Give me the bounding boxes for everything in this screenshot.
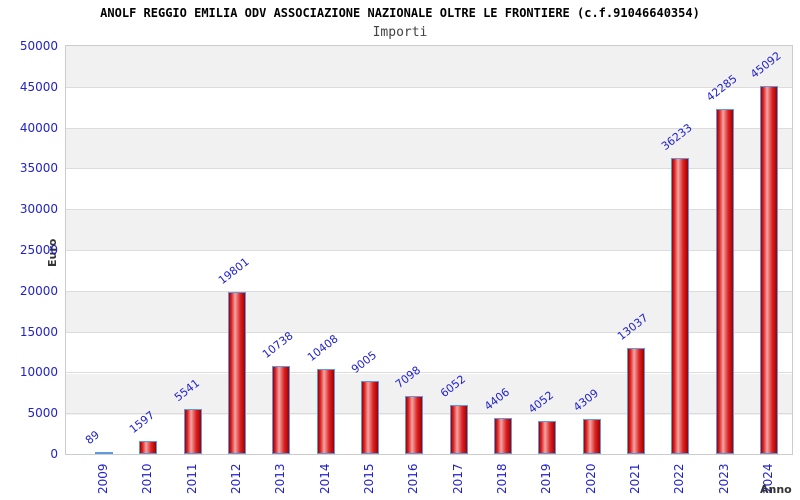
gridline <box>66 331 792 333</box>
gridline <box>66 413 792 415</box>
bar-value-label: 6052 <box>437 372 468 400</box>
y-tick-label: 25000 <box>19 243 58 257</box>
x-tick-label: 2015 <box>361 463 376 494</box>
plot-area: 89 1597 5541 19801 10738 10408 9005 7098 6052 440… <box>65 45 793 455</box>
bar <box>227 292 246 454</box>
y-tick-label: 0 <box>50 447 58 461</box>
chart-subtitle: Importi <box>372 25 428 40</box>
bar <box>538 420 557 454</box>
x-tick-label: 2010 <box>140 463 155 494</box>
x-tick-label: 2012 <box>228 463 243 494</box>
gridline <box>66 209 792 211</box>
bar <box>715 108 734 454</box>
x-tick-label: 2021 <box>627 463 642 494</box>
bar-value-label: 42285 <box>703 72 740 104</box>
y-tick-label: 10000 <box>19 365 58 380</box>
y-tick-label: 30000 <box>19 202 58 217</box>
x-tick-label: 2016 <box>406 463 421 494</box>
x-tick-label: 2022 <box>672 463 687 494</box>
bar-value-label: 10738 <box>260 329 296 362</box>
bar <box>671 158 690 454</box>
x-tick-label: 2009 <box>96 463 110 494</box>
y-tick-label: 5000 <box>27 406 58 421</box>
bar <box>360 380 379 454</box>
y-tick-label: 35000 <box>19 161 58 176</box>
gridline <box>66 372 792 374</box>
x-tick-label: 2011 <box>184 463 199 494</box>
bar <box>582 418 601 454</box>
y-tick-label: 20000 <box>19 283 58 298</box>
x-tick-label: 2013 <box>273 463 288 494</box>
bar <box>316 369 335 454</box>
bar-value-label: 5541 <box>171 376 202 404</box>
x-tick-label: 2020 <box>583 463 598 494</box>
bar-value-label: 4309 <box>570 386 601 414</box>
gridline <box>66 86 792 88</box>
x-tick-label: 2023 <box>716 463 731 494</box>
gridline <box>66 168 792 170</box>
gridline <box>66 250 792 251</box>
bar <box>759 86 778 454</box>
gridline <box>66 290 792 292</box>
chart-title: ANOLF REGGIO EMILIA ODV ASSOCIAZIONE NAZ… <box>100 6 700 20</box>
bar-value-label: 4406 <box>481 385 513 414</box>
bar <box>139 440 158 454</box>
bar <box>405 396 424 454</box>
bar-value-label: 7098 <box>393 363 424 392</box>
x-tick-label: 2018 <box>494 463 509 494</box>
x-tick-label: 2017 <box>450 463 465 494</box>
bar <box>626 347 645 454</box>
bar-value-label: 45092 <box>747 49 784 82</box>
y-tick-label: 45000 <box>19 79 58 94</box>
bar <box>272 366 291 454</box>
bar <box>449 404 468 454</box>
bar <box>183 408 202 454</box>
bar-value-label: 36233 <box>659 121 695 154</box>
gridline <box>66 127 792 129</box>
x-tick-label: 2014 <box>317 463 332 494</box>
bar-value-label: 4052 <box>526 388 557 416</box>
bar-value-label: 10408 <box>304 332 341 365</box>
x-axis-title: Anno <box>760 483 792 496</box>
y-tick-label: 15000 <box>19 324 58 339</box>
y-tick-label: 40000 <box>19 120 58 135</box>
x-tick-label: 2019 <box>539 463 554 494</box>
y-tick-label: 50000 <box>19 39 58 53</box>
bar-value-label: 13037 <box>614 310 651 343</box>
bar-value-label: 19801 <box>215 255 252 288</box>
bar <box>493 418 512 454</box>
bar <box>95 452 113 454</box>
bar-value-label: 89 <box>82 428 103 447</box>
